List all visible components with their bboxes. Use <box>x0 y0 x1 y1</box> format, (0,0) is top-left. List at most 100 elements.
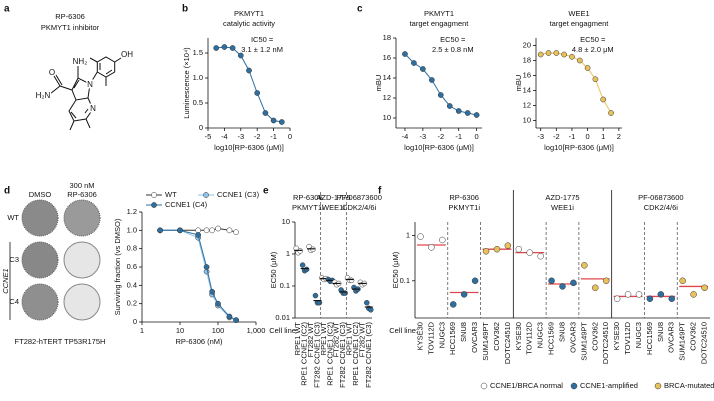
data-point <box>446 103 453 109</box>
chart-title: WEE1 <box>568 9 589 18</box>
data-point <box>177 227 183 234</box>
replicate-point <box>368 307 374 313</box>
x-axis-label: Cell line: <box>389 326 418 335</box>
y-axis-label: mBU <box>374 75 383 92</box>
data-point <box>215 225 221 232</box>
x-axis-label: log10[RP-6306 (μM)] <box>214 143 284 152</box>
category-label: FT282 CCNE1 (C3) <box>338 322 347 388</box>
legend-marker <box>570 382 578 390</box>
x-tick-label: 1 <box>140 326 144 335</box>
caption: FT282-hTERT TP53R175H <box>15 337 106 346</box>
data-point <box>471 277 479 285</box>
dish <box>21 283 59 321</box>
category-label: OVCAR3 <box>568 322 577 353</box>
legend-label: CCNE1/BRCA normal <box>490 381 563 390</box>
group-title: AZD-1775 <box>545 193 579 202</box>
x-tick-label: 1 <box>601 132 605 141</box>
chart-title: PKMYT1 <box>234 9 264 18</box>
category-label: RPE1 CCNE1 (C2) <box>300 321 309 385</box>
replicate-point <box>348 277 355 284</box>
data-point <box>537 51 544 58</box>
legend-label: BRCA-mutated <box>664 381 714 390</box>
y-tick-label: 0.8 <box>127 244 137 253</box>
x-tick-label: -2 <box>553 132 560 141</box>
data-point <box>157 227 163 234</box>
y-tick-label: 12 <box>523 100 531 109</box>
y-tick-label: 0.4 <box>127 280 137 289</box>
data-point <box>581 262 588 269</box>
data-point <box>602 277 610 285</box>
data-point <box>701 284 708 292</box>
y-axis-label: mBU <box>514 75 523 92</box>
data-point <box>449 301 457 308</box>
category-label: SNU8 <box>459 322 468 342</box>
row-group-label: CCNE1 <box>1 268 10 293</box>
data-point <box>226 227 233 234</box>
legend-marker <box>480 382 488 390</box>
x-tick-label: 0 <box>288 132 292 141</box>
data-point <box>690 291 697 298</box>
data-point <box>195 232 201 238</box>
category-label: NUGC3 <box>634 322 643 348</box>
data-point <box>246 67 252 74</box>
atom-label: N <box>87 80 93 89</box>
data-point <box>229 45 236 51</box>
category-label: SUM149PT <box>579 322 588 361</box>
category-label: OVCAR3 <box>470 322 479 353</box>
y-tick-label: 1.2 <box>127 207 137 216</box>
y-tick-label: 1 <box>286 249 290 258</box>
y-tick-label: 14 <box>383 73 391 82</box>
replicate-point <box>299 262 306 268</box>
data-point <box>592 284 599 292</box>
category-label: COV362 <box>492 322 501 351</box>
y-tick-label: 18 <box>523 55 531 64</box>
category-label: TOV112D <box>426 321 435 354</box>
x-tick-label: -3 <box>537 132 544 141</box>
chart-title: PKMYT1 <box>424 9 454 18</box>
data-point <box>417 233 424 240</box>
replicate-point <box>364 299 370 306</box>
column-label: 300 nM <box>69 181 94 190</box>
dish <box>63 283 101 321</box>
replicate-point <box>303 266 310 273</box>
data-point <box>428 244 435 251</box>
x-tick-label: 1,000 <box>247 326 266 335</box>
legend-marker <box>654 382 662 390</box>
data-point <box>402 51 408 57</box>
category-label: RPE1 WT <box>293 322 302 356</box>
data-point <box>613 295 621 303</box>
compound-target: PKMYT1 inhibitor <box>41 23 100 32</box>
legend-label: CCNE1 (C4) <box>165 200 208 209</box>
data-point <box>679 277 686 285</box>
data-point <box>278 119 285 125</box>
data-point <box>270 117 277 124</box>
category-label: NUGC3 <box>536 322 545 348</box>
data-point <box>233 229 239 236</box>
replicate-point <box>342 290 348 296</box>
data-point <box>420 66 426 72</box>
category-label: FT282 WT <box>306 322 315 358</box>
category-label: SUM149PT <box>678 322 687 361</box>
group-title: PF-06873600 <box>638 193 683 202</box>
column-label: DMSO <box>29 190 52 199</box>
annotation: 4.8 ± 2.0 μM <box>572 45 614 54</box>
y-tick-label: 0.01 <box>275 313 290 322</box>
category-label: OVCAR3 <box>667 322 676 353</box>
series-line <box>540 52 612 114</box>
y-tick-label: 16 <box>523 70 531 79</box>
data-point <box>262 110 269 116</box>
row-label: C4 <box>9 297 19 306</box>
x-tick-label: -5 <box>205 132 212 141</box>
data-point <box>460 291 468 298</box>
category-label: HCC1569 <box>547 322 556 355</box>
y-tick-label: 1 <box>406 231 410 240</box>
x-tick-label: -1 <box>569 132 576 141</box>
category-label: COV362 <box>590 322 599 351</box>
category-label: FT282 WT <box>332 322 341 358</box>
y-axis-label: Surviving fraction (vs DMSO) <box>113 218 122 315</box>
category-label: FT282 WT <box>357 322 366 358</box>
series-line <box>160 229 237 321</box>
category-label: RPE1 WT <box>345 322 354 356</box>
group-title: RP-6306 <box>293 193 323 202</box>
